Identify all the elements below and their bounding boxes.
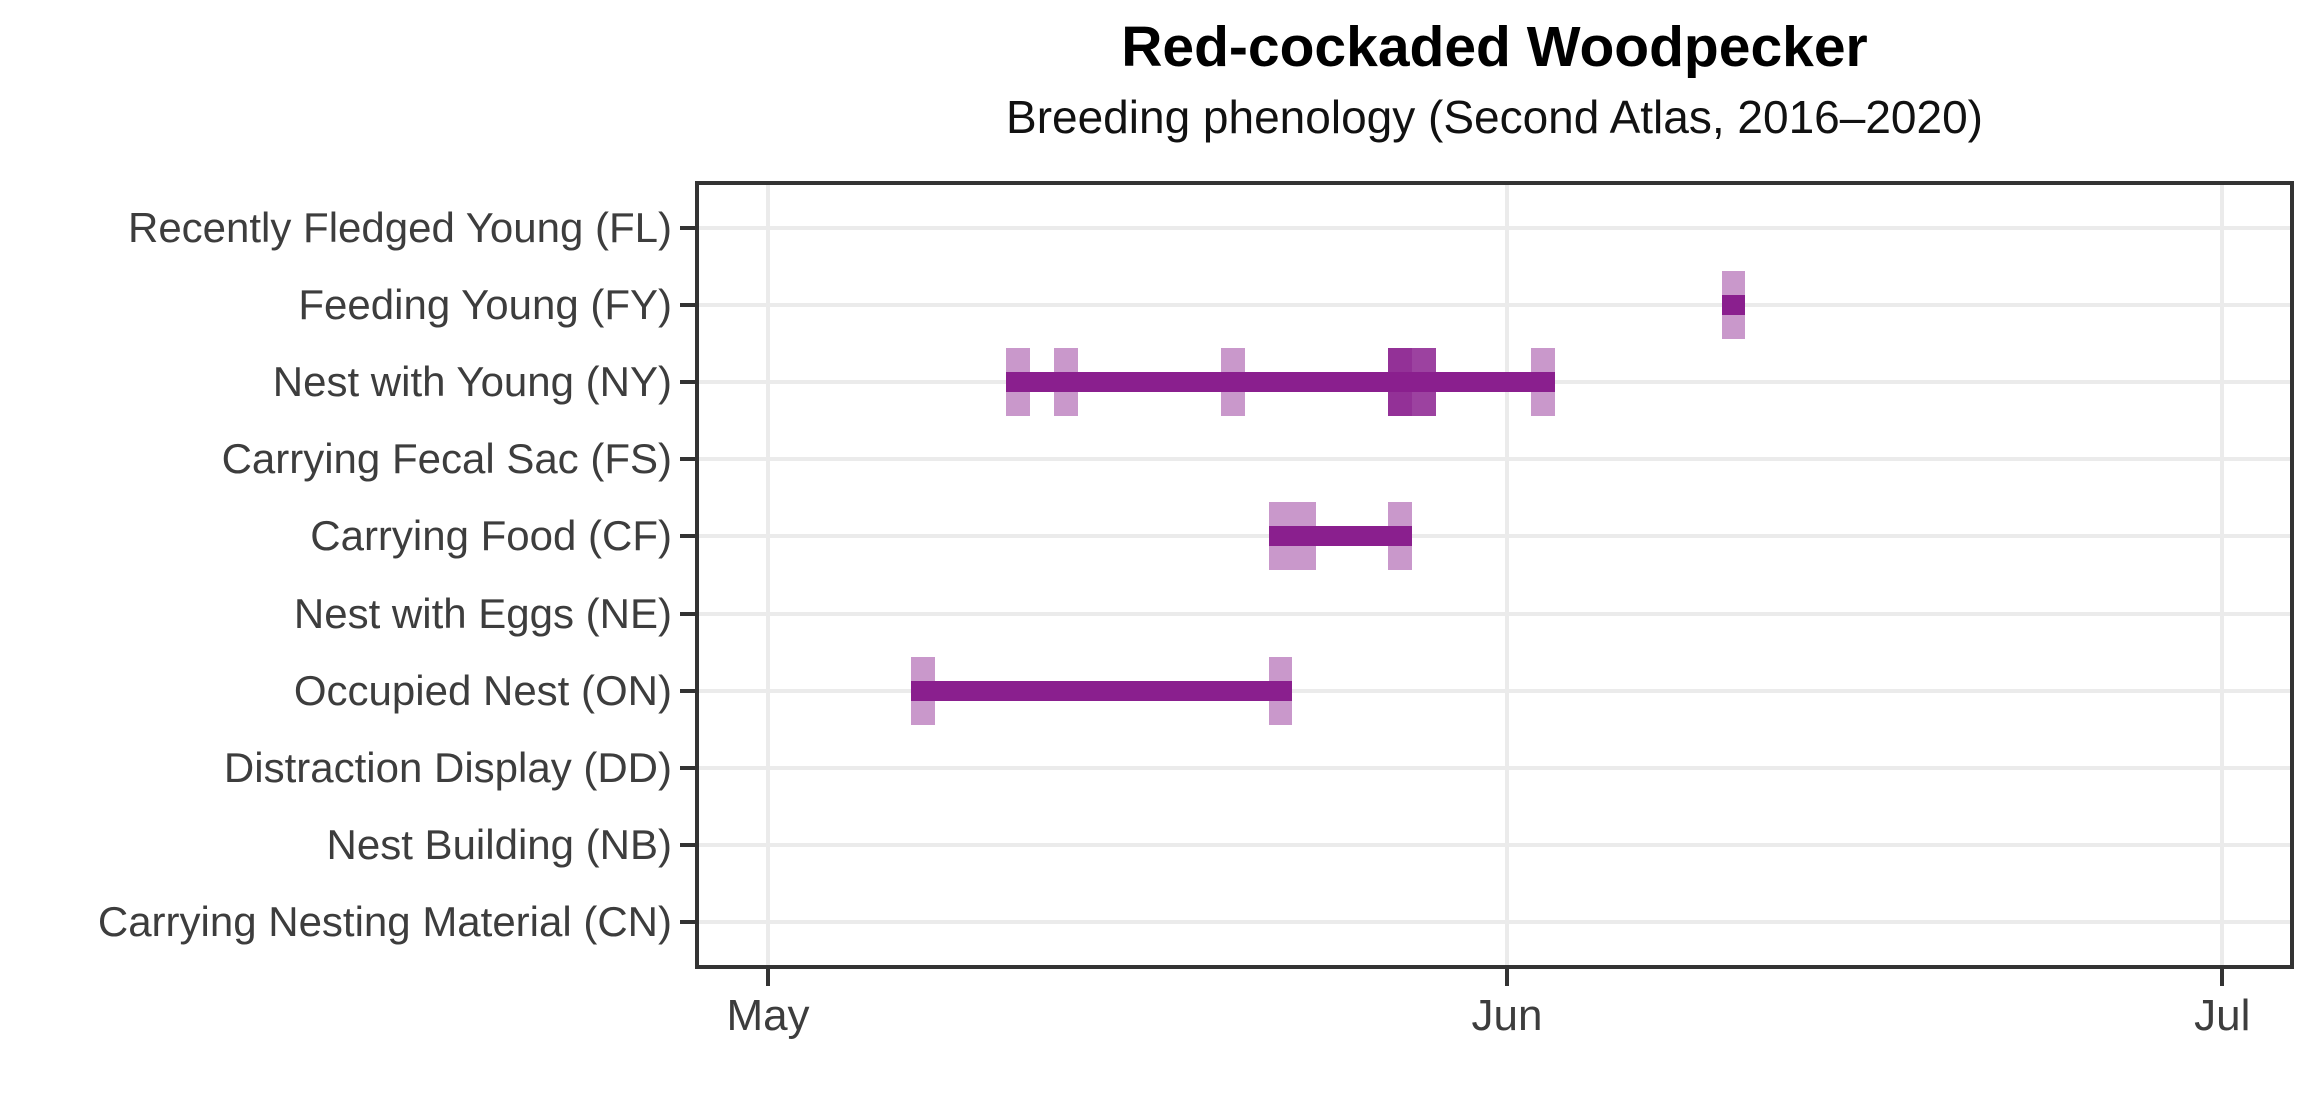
y-axis-label: Carrying Nesting Material (CN) [97, 897, 672, 945]
gridline-h [697, 688, 2292, 693]
y-axis-label: Distraction Display (DD) [223, 743, 672, 791]
gridline-h [697, 303, 2292, 308]
gridline-v [2220, 183, 2225, 967]
y-axis-label: Carrying Fecal Sac (FS) [221, 435, 672, 483]
y-axis-label: Nest with Young (NY) [272, 358, 672, 406]
phenology-segment [1721, 295, 1746, 316]
x-axis-label: May [726, 991, 810, 1040]
phenology-segment [1268, 526, 1412, 547]
gridline-h [697, 226, 2292, 230]
gridline-h [697, 611, 2292, 616]
y-axis-label: Occupied Nest (ON) [293, 666, 672, 714]
phenology-segment [1006, 372, 1555, 393]
x-axis-label: Jun [1471, 991, 1543, 1040]
x-tick-mark [1505, 969, 1510, 986]
y-tick-mark [680, 765, 697, 770]
y-tick-mark [680, 842, 697, 847]
panel-border [695, 181, 2294, 969]
y-tick-mark [680, 303, 697, 308]
y-tick-mark [680, 919, 697, 924]
y-tick-mark [680, 380, 697, 385]
gridline-v [766, 183, 770, 967]
y-tick-mark [680, 611, 697, 616]
x-axis-label: Jul [2194, 991, 2251, 1040]
y-tick-mark [680, 688, 697, 693]
y-axis-label: Recently Fledged Young (FL) [127, 204, 672, 251]
x-tick-mark [2220, 969, 2225, 986]
y-axis-label: Carrying Food (CF) [310, 512, 672, 560]
y-axis-label: Nest Building (NB) [326, 820, 672, 868]
y-tick-mark [680, 226, 697, 230]
gridline-h [697, 842, 2292, 847]
gridline-h [697, 457, 2292, 462]
y-axis-label: Feeding Young (FY) [298, 281, 672, 329]
y-tick-mark [680, 534, 697, 539]
gridline-v [1505, 183, 1510, 967]
y-tick-mark [680, 457, 697, 462]
chart-title: Red-cockaded Woodpecker [1121, 15, 1868, 79]
gridline-h [697, 765, 2292, 770]
chart-subtitle: Breeding phenology (Second Atlas, 2016–2… [1006, 91, 1983, 143]
x-tick-mark [766, 969, 770, 986]
gridline-h [697, 919, 2292, 924]
y-axis-label: Nest with Eggs (NE) [293, 589, 672, 637]
phenology-segment [911, 680, 1293, 701]
gridline-h [697, 534, 2292, 539]
